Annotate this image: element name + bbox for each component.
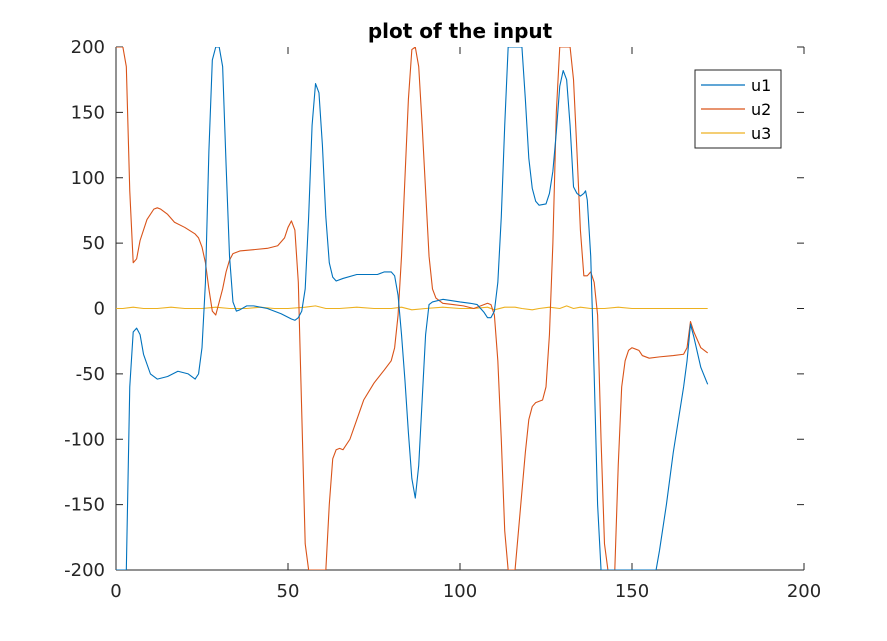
legend-label-u1: u1 [751,76,771,95]
series-group [116,47,709,570]
y-tick-label: 0 [94,299,105,320]
y-tick-label: 50 [82,233,105,254]
legend-label-u3: u3 [751,124,771,143]
legend: u1 u2 u3 [694,69,782,149]
x-tick-label: 150 [615,581,649,602]
series-line-u3 [116,305,708,311]
x-tick-label: 100 [443,581,477,602]
y-tick-label: -100 [64,429,105,450]
chart-title: plot of the input [368,19,553,43]
y-tick-label: -50 [76,364,105,385]
legend-label-u2: u2 [751,100,771,119]
x-tick-label: 50 [277,581,300,602]
y-tick-label: 100 [71,168,105,189]
series-line-u2 [116,47,709,570]
y-tick-label: 200 [71,37,105,58]
y-tick-label: -150 [64,495,105,516]
series-line-u1 [116,47,709,570]
x-tick-label: 200 [787,581,821,602]
y-tick-label: 150 [71,102,105,123]
x-tick-label: 0 [110,581,121,602]
y-tick-label: -200 [64,560,105,581]
axes: 0 50 100 150 200 -200 -150 -100 -50 0 50 100 150 200 [64,37,821,602]
